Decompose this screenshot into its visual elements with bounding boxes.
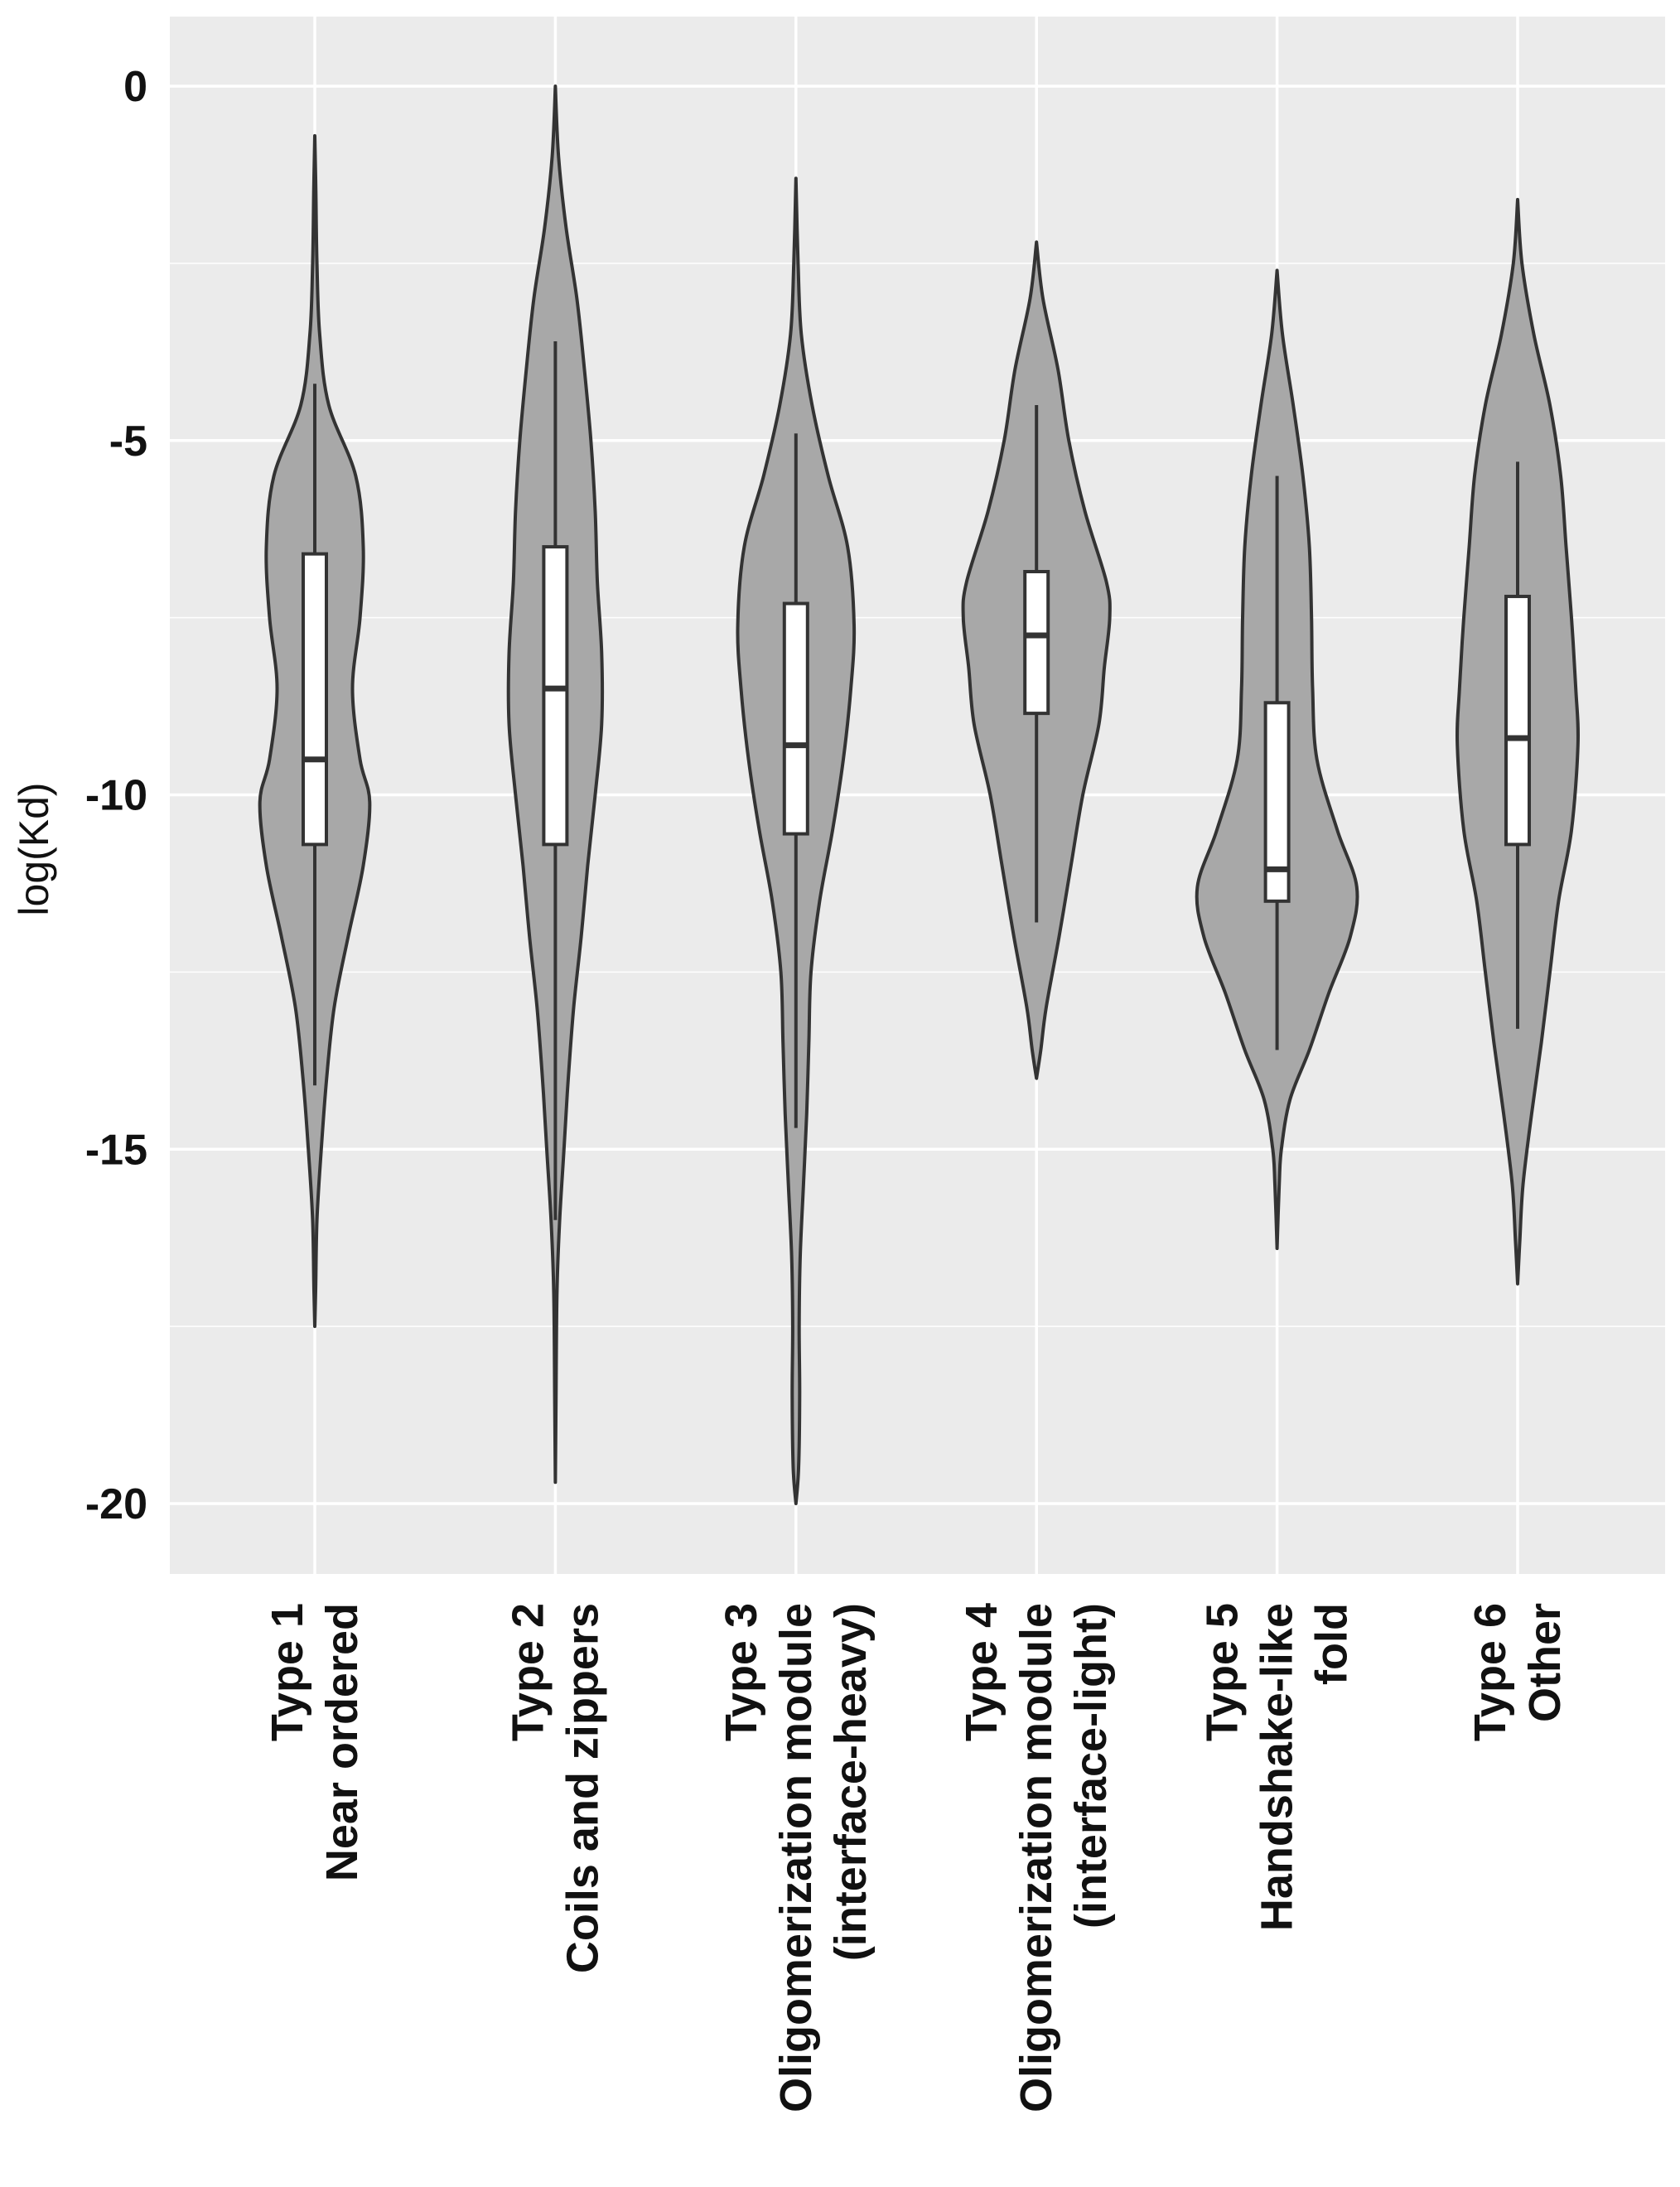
y-axis-label: log(Kd) xyxy=(11,782,57,915)
y-tick-label: -5 xyxy=(109,418,147,466)
box-iqr xyxy=(1023,570,1050,716)
y-axis-ticks: 0 -5 -10 -15 -20 xyxy=(85,63,147,1528)
x-category-label: fold xyxy=(1307,1603,1357,1685)
x-category-label: Oligomerization module xyxy=(771,1603,821,2112)
y-tick-label: -15 xyxy=(85,1126,147,1174)
box-iqr xyxy=(542,545,569,847)
x-category-label: Coils and zippers xyxy=(558,1603,607,1973)
x-category-label: Type 6 xyxy=(1465,1603,1515,1741)
violin-3 xyxy=(736,176,857,1505)
box-iqr xyxy=(1504,594,1531,847)
box-iqr xyxy=(782,601,809,836)
violins xyxy=(258,84,1580,1505)
box-iqr xyxy=(302,552,328,847)
x-category-label: (interface-heavy) xyxy=(826,1603,876,1961)
y-tick-label: -10 xyxy=(85,772,147,820)
x-category-label: Oligomerization module xyxy=(1011,1603,1061,2112)
x-axis-category-labels: Type 1 Near ordered Type 2 Coils and zipper… xyxy=(263,1603,1570,2112)
violin-6 xyxy=(1456,197,1580,1286)
violin-2 xyxy=(506,84,605,1485)
x-category-label: Type 3 xyxy=(717,1603,766,1741)
x-category-label: Type 1 xyxy=(263,1603,312,1741)
x-category-label: Type 5 xyxy=(1198,1603,1248,1741)
violin-1 xyxy=(258,133,372,1329)
y-tick-label: 0 xyxy=(123,63,147,111)
violin-5 xyxy=(1195,268,1359,1250)
x-category-label: Other xyxy=(1520,1603,1570,1722)
x-category-label: (interface-light) xyxy=(1066,1603,1116,1929)
violin-4 xyxy=(961,240,1112,1080)
x-category-label: Type 2 xyxy=(503,1603,553,1741)
x-category-label: Near ordered xyxy=(317,1603,367,1881)
y-tick-label: -20 xyxy=(85,1480,147,1528)
x-category-label: Type 4 xyxy=(957,1603,1007,1741)
x-category-label: Handshake-like xyxy=(1253,1603,1302,1931)
